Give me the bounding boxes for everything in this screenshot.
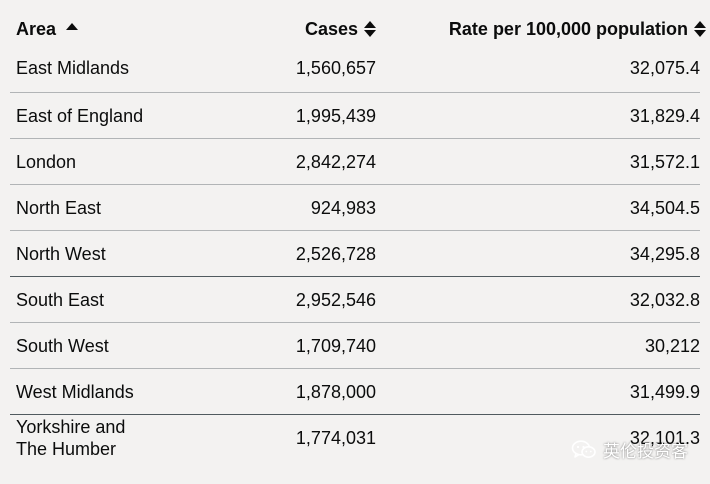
cases-header-label: Cases [304, 18, 358, 39]
rate-column-header[interactable]: Rate per 100,000 population [376, 0, 706, 57]
cases-cell: 1,560,657 [295, 58, 376, 78]
area-header-label: Area [16, 18, 57, 39]
table-body: East Midlands 1,560,657 32,075.4 East of En… [10, 57, 700, 460]
cases-cell: 1,878,000 [160, 368, 376, 415]
sort-both-icon [694, 20, 706, 37]
table-row: East of England 1,995,439 31,829.4 [10, 92, 700, 139]
watermark: 英伦投资客 [571, 437, 688, 462]
rate-cell: 34,504.5 [376, 184, 700, 231]
table-row: East Midlands 1,560,657 32,075.4 [10, 57, 700, 93]
table-row: South West 1,709,740 30,212 [10, 322, 700, 369]
table-row: Yorkshire and The Humber 1,774,031 32,101.… [10, 414, 700, 460]
rate-cell: 34,295.8 [376, 230, 700, 277]
cases-table-container: Area Cases Rate per 100,000 population [10, 0, 706, 460]
cases-sort-button[interactable]: Cases [305, 18, 376, 40]
table-row: London 2,842,274 31,572.1 [10, 138, 700, 185]
rate-cell: 31,572.1 [376, 138, 700, 185]
area-cell: South East [10, 276, 160, 323]
area-cell: North West [10, 230, 160, 277]
area-cell: South West [10, 322, 160, 369]
watermark-text: 英伦投资客 [603, 442, 688, 462]
sort-both-icon [364, 20, 376, 37]
header-row: Area Cases Rate per 100,000 population [10, 0, 706, 57]
area-sort-button[interactable]: Area [10, 18, 79, 40]
area-cell: Yorkshire and The Humber [10, 414, 160, 460]
area-cell: North East [10, 184, 160, 231]
rate-sort-button[interactable]: Rate per 100,000 population [449, 18, 706, 40]
rate-cell: 32,075.4 [629, 58, 700, 78]
sort-ascending-icon [66, 23, 79, 30]
cases-cell: 1,995,439 [160, 92, 376, 139]
rate-cell: 32,101.3 [376, 414, 700, 460]
rate-cell: 30,212 [376, 322, 700, 369]
cases-cell: 1,709,740 [160, 322, 376, 369]
table-row: South East 2,952,546 32,032.8 [10, 276, 700, 323]
wechat-icon [571, 439, 596, 458]
table-row: West Midlands 1,878,000 31,499.9 [10, 368, 700, 415]
cases-by-region-table: Area Cases Rate per 100,000 population [10, 0, 706, 460]
rate-cell: 32,032.8 [376, 276, 700, 323]
area-column-header[interactable]: Area [10, 0, 160, 57]
table-header: Area Cases Rate per 100,000 population [10, 0, 706, 57]
rate-cell: 31,499.9 [376, 368, 700, 415]
table-row: North West 2,526,728 34,295.8 [10, 230, 700, 277]
cases-cell: 2,526,728 [160, 230, 376, 277]
cases-cell: 2,842,274 [160, 138, 376, 185]
area-cell: East Midlands [16, 58, 130, 78]
rate-header-label: Rate per 100,000 population [448, 18, 688, 39]
area-cell: London [10, 138, 160, 185]
area-cell: West Midlands [10, 368, 160, 415]
rate-cell: 31,829.4 [376, 92, 700, 139]
cases-cell: 924,983 [160, 184, 376, 231]
table-row: North East 924,983 34,504.5 [10, 184, 700, 231]
area-cell: East of England [10, 92, 160, 139]
cases-cell: 1,774,031 [160, 414, 376, 460]
cases-column-header[interactable]: Cases [160, 0, 376, 57]
cases-cell: 2,952,546 [160, 276, 376, 323]
